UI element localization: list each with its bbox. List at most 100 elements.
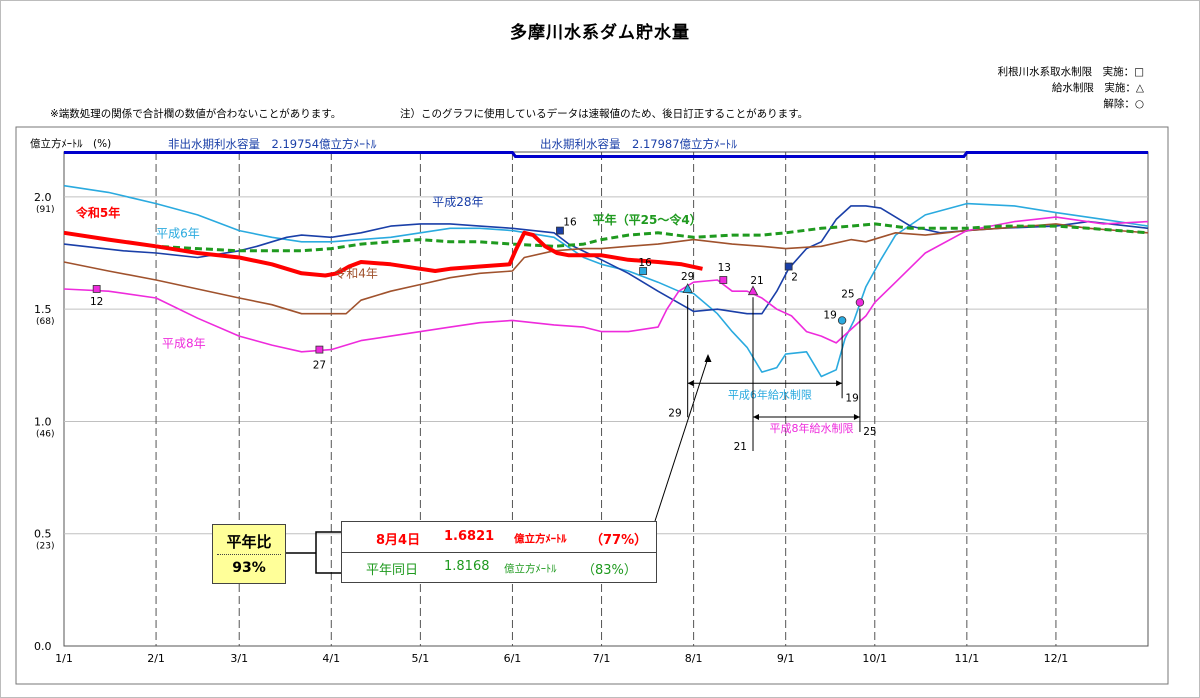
axes: 0.0 0.5(23) 1.0(46) 1.5(68) 2.0(91) 1/1 2/1 3/1… [34, 191, 1068, 665]
current-value: 1.6821 [444, 529, 495, 544]
current-pct: （77%） [590, 533, 648, 548]
y-tick-pct: (68) [36, 317, 54, 327]
grid [64, 152, 1148, 646]
series-label: 令和5年 [75, 205, 120, 220]
series-lines [63, 184, 1149, 378]
x-tick-label: 10/1 [862, 652, 887, 665]
restriction-legend-line3: 解除：○ [1103, 98, 1144, 110]
marker-square [556, 226, 564, 235]
y-tick-label: 0.0 [34, 640, 52, 653]
plot-area [15, 126, 1169, 685]
connector-bracket [315, 531, 341, 574]
current-row: 8月4日 1.6821 億立方ﾒｰﾄﾙ （77%） [342, 522, 656, 553]
marker-label: 27 [313, 360, 326, 372]
current-date: 8月4日 [376, 533, 421, 548]
marker-label: 13 [718, 262, 731, 274]
x-tick-label: 11/1 [954, 652, 979, 665]
marker-label: 16 [563, 217, 577, 229]
series-line [63, 184, 1149, 378]
normal-label: 平年同日 [366, 563, 419, 578]
normal-row: 平年同日 1.8168 億立方ﾒｰﾄﾙ （83%） [342, 553, 656, 582]
normal-unit: 億立方ﾒｰﾄﾙ [504, 563, 557, 575]
series-label: 令和4年 [334, 266, 378, 281]
marker-label: 19 [823, 309, 836, 321]
x-tick-label: 12/1 [1044, 652, 1069, 665]
marker-square [315, 345, 324, 354]
restriction-arrow-right [853, 413, 860, 420]
series-line [63, 230, 703, 278]
callout-arrowhead [704, 354, 712, 362]
y-tick-pct: (91) [36, 205, 54, 215]
marker-circle [837, 316, 847, 325]
x-tick-label: 2/1 [147, 652, 165, 665]
chart-title: 多摩川水系ダム貯水量 [510, 23, 690, 43]
x-tick-label: 5/1 [412, 652, 430, 665]
marker-circle [855, 298, 865, 307]
chart-border [15, 126, 1169, 685]
restriction-legend-line1: 利根川水系取水制限 実施：□ [997, 66, 1144, 78]
marker-triangle [747, 285, 759, 296]
rounding-note: ※端数処理の関係で合計欄の数値が合わないことがあります。 [50, 108, 342, 120]
normal-pct: （83%） [582, 563, 637, 578]
series-line [63, 222, 1149, 253]
restriction-label: 平成6年給水制限 [728, 387, 812, 401]
x-tick-label: 3/1 [230, 652, 248, 665]
restriction-arrow-right [836, 380, 843, 387]
marker-square [639, 267, 648, 275]
preliminary-note: 注）このグラフに使用しているデータは速報値のため、後日訂正することがあります。 [400, 108, 809, 120]
flood-capacity-label: 出水期利水容量 2.17987億立方ﾒｰﾄﾙ [540, 137, 738, 151]
y-tick-pct: (23) [36, 542, 54, 552]
capacity-line [64, 151, 1148, 159]
restriction-legend-line2: 給水制限 実施：△ [1051, 82, 1144, 94]
marker-square [92, 285, 101, 293]
x-tick-label: 6/1 [504, 652, 522, 665]
marker-square [719, 276, 728, 284]
restriction-start-label: 29 [668, 407, 681, 419]
ratio-label: 平年比 [226, 533, 272, 551]
series-label: 平成6年 [156, 226, 200, 240]
capacity-line [64, 151, 1148, 159]
x-tick-label: 4/1 [322, 652, 340, 665]
non-flood-capacity-label: 非出水期利水容量 2.19754億立方ﾒｰﾄﾙ [168, 137, 377, 151]
callout-pointer [654, 357, 709, 522]
marker-square [784, 262, 793, 271]
y-tick-pct: (46) [36, 429, 54, 439]
ratio-divider [217, 554, 281, 555]
y-tick-label: 1.0 [34, 415, 52, 428]
current-unit: 億立方ﾒｰﾄﾙ [514, 533, 567, 545]
markers: 12 27 16 16 29 13 21 2 19 25 [90, 217, 865, 372]
y-tick-label: 1.5 [34, 303, 52, 316]
ratio-box: 平年比 93% [212, 524, 286, 584]
restriction-label: 平成8年給水制限 [769, 421, 853, 435]
marker-label: 2 [791, 272, 798, 284]
x-tick-label: 7/1 [593, 652, 611, 665]
series-label: 平成28年 [432, 195, 483, 209]
summary-connectors [284, 354, 712, 574]
marker-triangle [682, 283, 693, 293]
marker-label: 16 [638, 257, 652, 269]
y-tick-label: 0.5 [34, 528, 52, 541]
restriction-arrow-left [687, 380, 694, 387]
x-tick-label: 9/1 [777, 652, 795, 665]
y-axis-label: 億立方ﾒｰﾄﾙ (%) [30, 138, 112, 150]
restriction-arrow-left [753, 413, 760, 420]
x-tick-label: 8/1 [685, 652, 703, 665]
marker-label: 25 [841, 288, 854, 300]
series-label: 平年（平25～令4） [593, 212, 702, 227]
restriction-spans: 平成6年給水制限 29 19 平成8年給水制限 21 25 [668, 294, 877, 453]
x-tick-label: 1/1 [55, 652, 73, 665]
marker-label: 12 [90, 296, 103, 308]
restriction-start-label: 21 [734, 441, 747, 453]
marker-label: 29 [681, 271, 694, 283]
series-line [63, 223, 1149, 315]
ratio-value: 93% [232, 560, 266, 576]
series-label: 平成8年 [162, 336, 206, 350]
restriction-end-label: 19 [845, 392, 858, 404]
marker-label: 21 [750, 275, 763, 287]
series-line [63, 205, 1149, 315]
y-tick-label: 2.0 [34, 191, 52, 204]
value-box: 8月4日 1.6821 億立方ﾒｰﾄﾙ （77%） 平年同日 1.8168 億立… [341, 521, 657, 583]
normal-value: 1.8168 [444, 559, 490, 574]
